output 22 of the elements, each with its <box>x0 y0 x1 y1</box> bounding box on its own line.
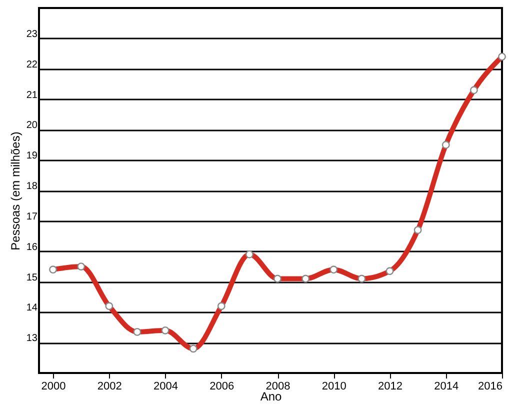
y-tick-label: 18 <box>26 181 38 192</box>
y-tick-label: 23 <box>26 28 38 40</box>
y-axis-title: Pessoas (em milhões) <box>8 132 22 250</box>
x-tick-label: 2000 <box>41 380 66 392</box>
x-axis-title: Ano <box>260 390 282 404</box>
y-tick-label: 17 <box>26 211 38 222</box>
y-tick-label: 22 <box>26 59 38 70</box>
x-tick-label: 2008 <box>266 380 290 392</box>
x-tick-label: 2014 <box>434 380 459 392</box>
x-tick-label: 2006 <box>210 380 234 392</box>
y-tick-label: 20 <box>26 120 38 132</box>
x-tick-label: 2010 <box>322 380 346 392</box>
y-tick-label: 19 <box>26 150 38 162</box>
y-tick-label: 13 <box>26 333 38 344</box>
y-tick-label: 15 <box>26 272 38 284</box>
y-tick-label: 16 <box>26 242 38 253</box>
x-tick-label: 2016 <box>478 380 502 392</box>
x-tick-label: 2004 <box>154 380 178 392</box>
x-tick-label: 2012 <box>378 380 402 392</box>
y-tick-label: 21 <box>26 90 38 101</box>
y-tick-label: 14 <box>26 302 38 314</box>
x-tick-label: 2002 <box>97 380 122 392</box>
